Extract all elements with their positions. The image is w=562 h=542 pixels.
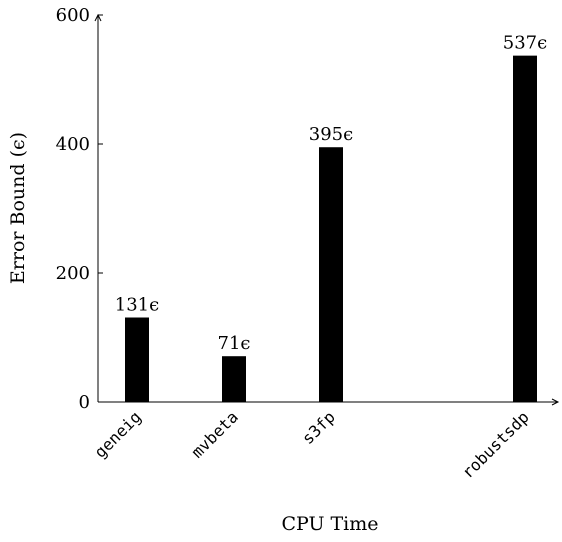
y-axis-label: Error Bound (ϵ) [7,132,29,284]
bar-data-labels: 131ϵ 71ϵ 395ϵ 537ϵ [115,33,547,355]
bar-data-label: 71ϵ [218,333,251,354]
y-tick-label: 0 [79,392,90,413]
bar-robustsdp [513,55,537,402]
x-tick-label: robustsdp [458,407,533,482]
bar-data-label: 537ϵ [503,33,547,54]
y-tick-label: 200 [56,263,90,284]
x-axis-arrow-icon [551,398,560,406]
y-tick-label: 400 [56,134,90,155]
bar-mvbeta [222,356,246,402]
bar-s3fp [319,147,343,402]
y-tick-label: 600 [56,5,90,26]
bars [125,55,537,402]
y-axis-ticks: 0 200 400 600 [56,5,103,413]
x-tick-label: geneig [91,407,145,461]
x-axis-tick-labels: geneig mvbeta s3fp robustsdp [91,398,533,482]
x-tick-label: s3fp [298,407,339,448]
bar-data-label: 395ϵ [309,124,353,145]
bar-geneig [125,317,149,402]
bar-data-label: 131ϵ [115,295,159,316]
x-axis-label: CPU Time [281,513,378,535]
y-axis-arrow-icon [94,13,102,22]
x-tick-label: mvbeta [188,407,242,461]
